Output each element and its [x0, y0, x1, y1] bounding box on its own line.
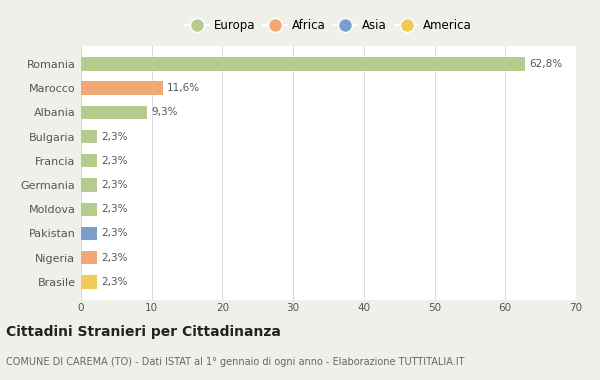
Text: 2,3%: 2,3% [101, 204, 128, 214]
Bar [81, 275, 97, 289]
Text: 9,3%: 9,3% [151, 107, 178, 117]
Legend: Europa, Africa, Asia, America: Europa, Africa, Asia, America [182, 16, 475, 36]
Text: 2,3%: 2,3% [101, 277, 128, 287]
Text: Cittadini Stranieri per Cittadinanza: Cittadini Stranieri per Cittadinanza [6, 325, 281, 339]
Bar [81, 178, 97, 192]
Text: 2,3%: 2,3% [101, 253, 128, 263]
Text: 62,8%: 62,8% [529, 59, 562, 69]
Bar [81, 154, 97, 168]
Bar [81, 130, 97, 143]
Text: 2,3%: 2,3% [101, 131, 128, 141]
Bar [81, 106, 147, 119]
Bar [81, 81, 163, 95]
Bar [81, 251, 97, 264]
Text: 11,6%: 11,6% [167, 83, 200, 93]
Bar [81, 203, 97, 216]
Bar [81, 57, 525, 71]
Bar [81, 227, 97, 240]
Text: 2,3%: 2,3% [101, 156, 128, 166]
Text: 2,3%: 2,3% [101, 180, 128, 190]
Text: 2,3%: 2,3% [101, 228, 128, 239]
Text: COMUNE DI CAREMA (TO) - Dati ISTAT al 1° gennaio di ogni anno - Elaborazione TUT: COMUNE DI CAREMA (TO) - Dati ISTAT al 1°… [6, 357, 464, 367]
